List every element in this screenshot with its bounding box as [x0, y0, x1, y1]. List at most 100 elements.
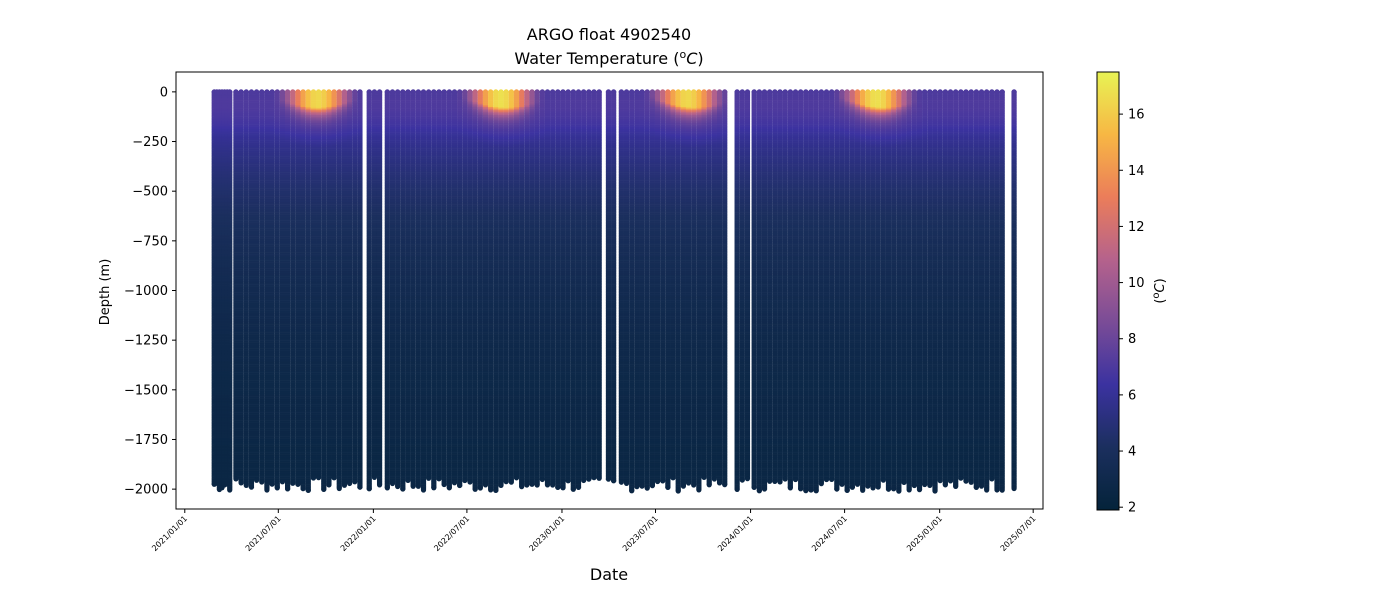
data-point	[233, 177, 239, 180]
data-point	[285, 486, 291, 492]
data-point	[227, 116, 233, 119]
data-point	[233, 236, 239, 239]
data-point	[233, 105, 239, 108]
data-point	[227, 182, 233, 185]
data-point	[227, 246, 233, 249]
data-point	[233, 206, 239, 209]
data-point	[227, 300, 233, 303]
data-point	[233, 174, 239, 177]
data-point	[227, 220, 233, 223]
data-point	[227, 382, 233, 385]
chart-title: ARGO float 4902540	[527, 25, 691, 44]
data-point	[227, 247, 233, 250]
data-point	[227, 374, 233, 377]
data-point	[227, 354, 233, 357]
data-point	[227, 470, 233, 473]
data-point	[227, 446, 233, 449]
data-point	[227, 364, 233, 367]
chart-subtitle-unit: C	[686, 49, 698, 68]
data-point	[227, 113, 233, 116]
data-point	[227, 327, 233, 330]
data-point	[227, 199, 233, 202]
data-point	[227, 166, 233, 169]
data-point	[233, 100, 239, 103]
data-point	[227, 378, 233, 381]
data-point	[227, 431, 233, 434]
data-point	[227, 399, 233, 402]
data-point	[227, 306, 233, 309]
data-point	[227, 471, 233, 474]
data-point	[233, 119, 239, 122]
data-point	[227, 212, 233, 215]
data-point	[233, 222, 239, 225]
data-point	[227, 89, 233, 95]
data-point	[227, 335, 233, 338]
data-point	[227, 295, 233, 298]
data-point	[233, 281, 239, 284]
data-point	[233, 180, 239, 183]
data-point	[233, 215, 239, 218]
data-point	[233, 214, 239, 217]
data-point	[227, 383, 233, 386]
data-point	[227, 385, 233, 388]
data-point	[227, 415, 233, 418]
data-point	[233, 188, 239, 191]
data-point	[233, 476, 239, 482]
data-point	[227, 164, 233, 167]
data-point	[227, 340, 233, 343]
data-point	[233, 142, 239, 145]
data-point	[227, 465, 233, 468]
data-point	[227, 338, 233, 341]
data-point	[227, 412, 233, 415]
data-point	[233, 122, 239, 125]
data-point	[227, 367, 233, 370]
data-point	[233, 130, 239, 133]
data-point	[233, 178, 239, 181]
data-point	[233, 137, 239, 140]
data-point	[233, 89, 239, 95]
data-point	[233, 170, 239, 173]
data-point	[227, 391, 233, 394]
data-point	[227, 282, 233, 285]
data-point	[227, 329, 233, 332]
data-point	[227, 417, 233, 420]
data-point	[233, 265, 239, 268]
data-point	[227, 271, 233, 274]
data-point	[227, 410, 233, 413]
data-point	[285, 89, 291, 95]
data-point	[227, 487, 233, 493]
data-point	[227, 297, 233, 300]
data-point	[227, 124, 233, 127]
data-point	[227, 159, 233, 162]
data-point	[233, 186, 239, 189]
data-point	[227, 134, 233, 137]
data-point	[233, 199, 239, 202]
data-point	[233, 194, 239, 197]
data-point	[227, 316, 233, 319]
data-point	[227, 223, 233, 226]
chart-subtitle-prefix: Water Temperature (	[514, 49, 679, 68]
data-point	[233, 161, 239, 164]
data-point	[233, 271, 239, 274]
data-point	[227, 239, 233, 242]
data-point	[233, 266, 239, 269]
data-point	[227, 145, 233, 148]
data-point	[227, 457, 233, 460]
data-point	[227, 108, 233, 111]
data-point	[227, 105, 233, 108]
data-point	[233, 284, 239, 287]
data-point	[233, 268, 239, 271]
data-point	[227, 478, 233, 481]
data-point	[264, 487, 270, 493]
data-point	[227, 111, 233, 114]
data-point	[227, 260, 233, 263]
data-point	[233, 231, 239, 234]
data-point	[233, 244, 239, 247]
data-point	[233, 225, 239, 228]
data-point	[227, 311, 233, 314]
data-point	[233, 116, 239, 119]
data-point	[233, 241, 239, 244]
data-point	[227, 290, 233, 293]
data-point	[233, 183, 239, 186]
